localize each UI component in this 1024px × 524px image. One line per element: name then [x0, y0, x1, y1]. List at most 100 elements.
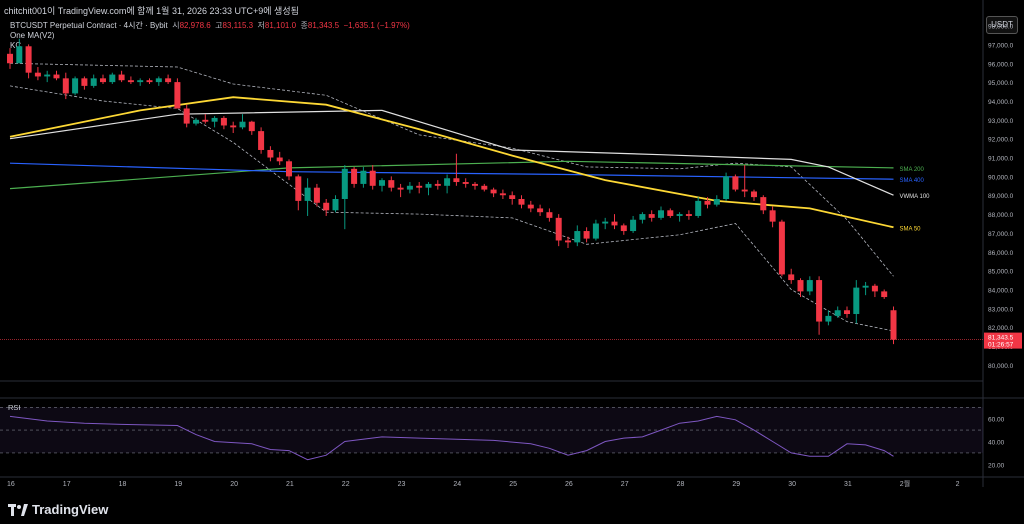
- kc-upper-line: [9, 62, 894, 277]
- candle-body: [676, 214, 683, 216]
- candle-body: [871, 285, 878, 292]
- change-value: −1,635.1 (−1.97%): [343, 21, 410, 30]
- candle-body: [453, 178, 460, 183]
- candle: [416, 182, 423, 194]
- candle-body: [555, 217, 562, 241]
- candle: [62, 72, 69, 100]
- x-tick-label: 19: [174, 481, 182, 488]
- candle-body: [323, 202, 330, 211]
- candle: [620, 223, 627, 235]
- candle-body: [118, 74, 125, 81]
- series-label: SMA 200: [900, 167, 925, 173]
- candle: [360, 166, 367, 188]
- candle-body: [397, 187, 404, 190]
- low-value: 81,101.0: [264, 21, 297, 30]
- candle: [509, 191, 516, 205]
- candle: [741, 165, 748, 198]
- candle-body: [155, 78, 162, 83]
- open-value: 82,978.6: [179, 21, 211, 30]
- candle-body: [434, 183, 441, 186]
- candle: [313, 183, 320, 207]
- candle-body: [286, 161, 292, 177]
- y-tick-label: 85,000.0: [988, 269, 1014, 276]
- candle-body: [174, 82, 181, 109]
- tradingview-logo-icon: [8, 503, 28, 516]
- countdown-label: 01:26:57: [988, 342, 1014, 349]
- candle-body: [304, 187, 311, 201]
- candle: [211, 116, 218, 128]
- x-tick-label: 20: [230, 481, 238, 488]
- candle-body: [862, 285, 869, 288]
- candle-body: [25, 46, 32, 73]
- x-tick-label: 2월: [900, 479, 910, 488]
- candle: [127, 76, 134, 84]
- y-tick-label: 83,000.0: [988, 306, 1014, 313]
- candle: [704, 197, 711, 209]
- series-label: VWMA 100: [900, 194, 931, 200]
- candle: [499, 189, 506, 199]
- candle: [406, 182, 413, 194]
- candle-body: [109, 74, 116, 83]
- x-tick-label: 24: [453, 481, 461, 488]
- candle-body: [81, 78, 88, 86]
- candle-body: [713, 199, 720, 205]
- candle-body: [537, 208, 544, 213]
- y-tick-label: 84,000.0: [988, 288, 1014, 295]
- candle-body: [127, 80, 134, 83]
- candle-body: [267, 149, 274, 158]
- x-tick-label: 28: [677, 481, 685, 488]
- candle-body: [844, 310, 850, 315]
- symbol-title[interactable]: BTCUSDT Perpetual Contract · 4시간 · Bybit: [10, 21, 168, 30]
- candle: [276, 151, 283, 166]
- series-label: SMA 400: [900, 178, 925, 184]
- x-tick-label: 26: [565, 481, 573, 488]
- price-chart[interactable]: 80,000.081,000.082,000.083,000.084,000.0…: [0, 0, 1024, 496]
- candle-body: [565, 240, 571, 243]
- candle-body: [527, 204, 534, 209]
- x-tick-label: 16: [7, 481, 15, 488]
- candle: [53, 70, 60, 81]
- candle: [806, 276, 813, 296]
- candle: [648, 210, 655, 222]
- x-tick-label: 21: [286, 481, 294, 488]
- candle-body: [258, 131, 265, 150]
- candle: [834, 306, 841, 318]
- candle: [713, 195, 720, 207]
- y-tick-label: 90,000.0: [988, 174, 1014, 181]
- chart-legend: BTCUSDT Perpetual Contract · 4시간 · Bybit…: [10, 21, 410, 51]
- candle-body: [7, 53, 13, 64]
- candle: [388, 176, 395, 192]
- candle-body: [202, 119, 209, 122]
- candle: [16, 38, 23, 64]
- y-tick-label: 97,000.0: [988, 42, 1014, 49]
- candle: [844, 306, 850, 318]
- series-label: SMA 50: [900, 226, 922, 232]
- x-tick-label: 29: [732, 481, 740, 488]
- candle: [592, 219, 599, 241]
- tradingview-logo[interactable]: TradingView: [8, 502, 108, 517]
- candle-body: [16, 46, 23, 64]
- candle: [174, 78, 181, 109]
- candle-body: [658, 210, 664, 218]
- candle: [732, 174, 739, 192]
- candle: [118, 70, 125, 83]
- y-tick-label: 93,000.0: [988, 118, 1014, 125]
- rsi-title: RSI: [8, 403, 21, 412]
- currency-button[interactable]: USDT: [986, 16, 1018, 34]
- candle: [676, 212, 683, 222]
- y-tick-label: 96,000.0: [988, 61, 1014, 68]
- candle-body: [611, 221, 618, 226]
- candle-body: [546, 212, 553, 218]
- rsi-tick-label: 20.00: [988, 462, 1005, 469]
- candle: [825, 310, 832, 326]
- candle: [202, 114, 209, 124]
- candle: [332, 195, 339, 213]
- indicator-kc[interactable]: KC: [10, 41, 22, 50]
- symbol-line: BTCUSDT Perpetual Contract · 4시간 · Bybit…: [10, 21, 410, 30]
- candle-body: [732, 176, 739, 190]
- indicator-one-ma[interactable]: One MA(V2): [10, 31, 55, 40]
- candle: [778, 219, 785, 277]
- candle-body: [890, 310, 897, 340]
- candle: [518, 195, 525, 209]
- candle: [258, 127, 265, 154]
